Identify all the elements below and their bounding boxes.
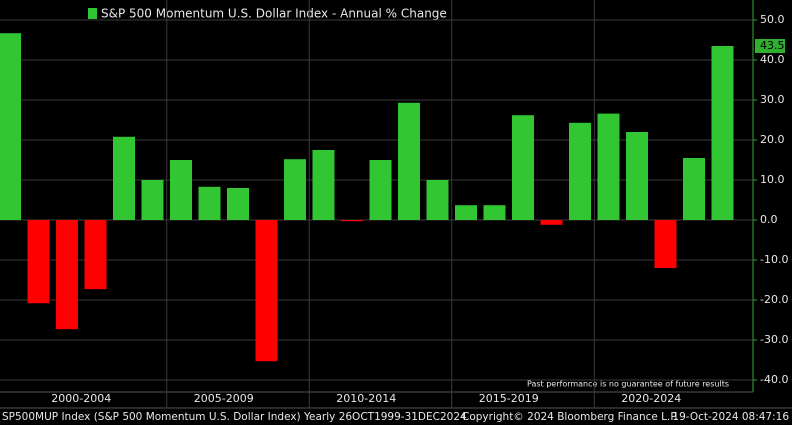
x-group-label: 2015-2019	[479, 392, 539, 405]
bar	[341, 220, 363, 222]
bar	[227, 188, 249, 220]
bar	[56, 220, 78, 330]
bar	[84, 220, 107, 290]
footer-date: 19-Oct-2024 08:47:16	[672, 411, 789, 423]
x-group-label: 2000-2004	[51, 392, 111, 405]
bar	[654, 220, 677, 268]
bar	[483, 205, 506, 220]
y-tick-label: -10.0	[760, 253, 788, 266]
bar	[255, 220, 278, 362]
bar	[398, 102, 420, 220]
bar	[626, 132, 648, 220]
x-group-label: 2010-2014	[336, 392, 396, 405]
y-tick-label: -20.0	[760, 293, 788, 306]
y-tick-label: 0.0	[760, 213, 778, 226]
x-group-label: 2005-2009	[194, 392, 254, 405]
bar	[170, 160, 192, 220]
bar	[540, 220, 563, 225]
last-value-label: 43.5	[760, 39, 785, 52]
bar	[512, 115, 534, 220]
bar	[711, 46, 734, 220]
bar	[569, 122, 591, 220]
footer-copyright: Copyright© 2024 Bloomberg Finance L.P.	[462, 411, 678, 423]
bar	[141, 180, 164, 220]
bar	[0, 33, 21, 221]
bar	[369, 160, 392, 220]
y-tick-label: -30.0	[760, 333, 788, 346]
bar	[198, 186, 221, 220]
y-tick-label: 20.0	[760, 133, 785, 146]
bar	[312, 150, 335, 220]
bar	[683, 158, 705, 220]
bar	[455, 205, 477, 220]
legend-label: S&P 500 Momentum U.S. Dollar Index - Ann…	[101, 7, 447, 21]
legend-swatch	[88, 8, 97, 19]
y-tick-label: 10.0	[760, 173, 785, 186]
y-tick-label: 40.0	[760, 53, 785, 66]
bar	[426, 180, 449, 220]
x-group-label: 2020-2024	[621, 392, 681, 405]
y-tick-label: 50.0	[760, 13, 785, 26]
last-value-tag	[755, 39, 785, 53]
y-tick-label: -40.0	[760, 373, 788, 386]
bar	[113, 136, 135, 220]
bar	[597, 113, 620, 220]
bar	[284, 159, 306, 220]
footer-source: SP500MUP Index (S&P 500 Momentum U.S. Do…	[2, 411, 467, 423]
note: Past performance is no guarantee of futu…	[527, 380, 729, 389]
y-tick-label: 30.0	[760, 93, 785, 106]
bar	[27, 220, 50, 304]
